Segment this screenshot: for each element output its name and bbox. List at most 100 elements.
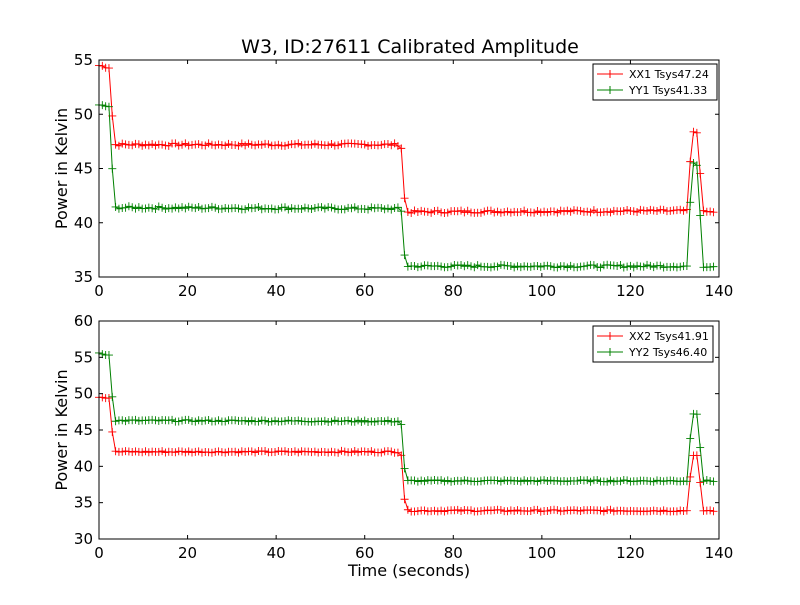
data-point [609, 507, 618, 516]
data-point [370, 417, 379, 426]
data-point [178, 416, 187, 425]
data-point [111, 202, 120, 211]
data-point [114, 204, 123, 213]
data-point [443, 208, 452, 217]
data-point [114, 141, 123, 150]
data-point [692, 451, 701, 460]
bottom-panel: 0 20 40 60 80 100 120 140 30 35 40 45 50 55 60 Power in… [52, 312, 733, 580]
data-point [599, 507, 608, 516]
data-point [251, 448, 260, 457]
data-point [606, 208, 615, 217]
y-tick-label: 40 [74, 457, 93, 475]
x-tick-label: 0 [94, 544, 104, 562]
data-point [184, 141, 193, 150]
data-point [231, 203, 240, 212]
data-point [463, 206, 472, 215]
data-point [403, 505, 412, 514]
data-point [633, 477, 642, 486]
data-point [327, 447, 336, 456]
data-point [281, 447, 289, 456]
data-point [307, 448, 316, 457]
data-point [274, 205, 283, 214]
data-point [104, 351, 113, 360]
data-point [709, 208, 718, 217]
data-point [470, 263, 479, 272]
data-point [367, 447, 376, 456]
data-point [467, 506, 475, 515]
data-point [420, 506, 429, 515]
data-point [603, 207, 612, 216]
x-tick-label: 0 [94, 282, 104, 300]
data-point [197, 417, 206, 426]
data-point [533, 477, 542, 486]
data-point [423, 261, 432, 270]
x-tick-label: 140 [705, 282, 734, 300]
y-tick-label: 60 [74, 312, 93, 330]
data-point [403, 208, 412, 217]
data-point [234, 204, 243, 213]
data-point [148, 204, 157, 213]
data-point [526, 262, 535, 271]
data-point [264, 140, 273, 149]
data-point [653, 476, 661, 485]
data-point [377, 448, 386, 457]
data-point [500, 261, 509, 270]
data-point [573, 506, 582, 515]
data-point [224, 139, 233, 148]
data-point [204, 416, 213, 425]
data-point [593, 476, 602, 485]
data-point [294, 416, 303, 425]
data-point [400, 495, 409, 504]
series-xx [95, 393, 718, 516]
data-point [636, 205, 645, 214]
data-point [669, 476, 678, 485]
y-tick-label: 40 [74, 214, 93, 232]
data-point [589, 206, 598, 215]
data-point [211, 203, 220, 212]
data-point [284, 205, 293, 214]
data-point [643, 206, 652, 215]
data-point [649, 206, 658, 215]
data-point [550, 207, 559, 216]
data-point [496, 477, 505, 486]
data-point [553, 506, 562, 515]
data-point [457, 507, 466, 516]
data-point [254, 417, 263, 426]
data-point [164, 416, 173, 425]
y-axis-label: Power in Kelvin [52, 369, 71, 490]
data-point [317, 417, 326, 426]
data-point [496, 208, 505, 217]
data-point [403, 262, 412, 271]
data-point [427, 208, 436, 217]
data-point [257, 140, 266, 149]
legend-marker [606, 332, 614, 340]
data-point [217, 141, 226, 150]
data-point [423, 207, 432, 216]
data-point [643, 260, 652, 269]
data-point [520, 262, 529, 271]
data-point [569, 206, 578, 215]
data-point [709, 477, 718, 486]
data-point [443, 476, 452, 485]
data-point [390, 417, 399, 426]
y-tick-label: 55 [74, 51, 93, 69]
data-point [616, 207, 625, 216]
data-point [566, 261, 575, 270]
data-point [397, 420, 406, 429]
legend-marker [606, 348, 614, 356]
data-point [281, 141, 289, 150]
data-point [623, 476, 632, 485]
data-point [231, 416, 240, 425]
data-point [659, 477, 668, 486]
data-point [374, 141, 382, 150]
series-yy [95, 348, 718, 486]
data-point [231, 141, 240, 150]
chart-title: W3, ID:27611 Calibrated Amplitude [241, 36, 579, 58]
data-point [337, 446, 346, 455]
data-point [121, 203, 130, 212]
data-point [271, 448, 280, 457]
data-point [397, 207, 406, 216]
data-point [207, 202, 216, 211]
data-point [706, 476, 715, 485]
legend-box [592, 63, 718, 101]
